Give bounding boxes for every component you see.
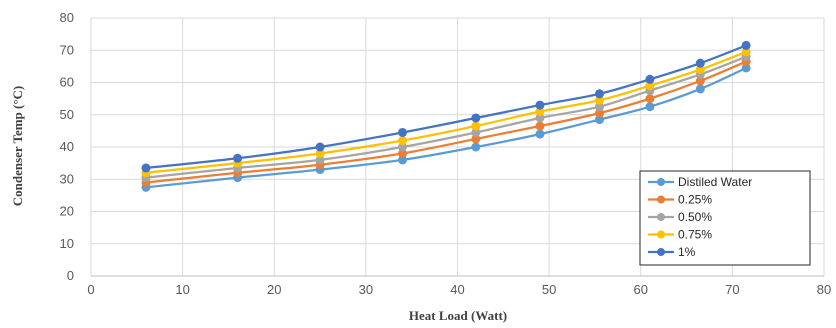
data-point bbox=[471, 113, 481, 123]
y-tick-label: 0 bbox=[67, 268, 74, 283]
data-point bbox=[595, 115, 605, 125]
legend: Distiled Water 0.25% 0.50% 0.75% 1% bbox=[639, 170, 811, 266]
data-point bbox=[398, 142, 408, 152]
legend-box bbox=[639, 170, 811, 266]
series-line bbox=[145, 66, 747, 189]
data-point bbox=[315, 155, 325, 165]
legend-item: Distiled Water bbox=[648, 175, 752, 189]
series-4 bbox=[141, 40, 751, 173]
y-tick-label: 80 bbox=[60, 10, 74, 25]
data-point bbox=[645, 81, 655, 91]
data-point bbox=[645, 94, 655, 104]
series-lines bbox=[141, 40, 751, 192]
data-point bbox=[595, 108, 605, 118]
legend-marker bbox=[657, 248, 665, 256]
data-point bbox=[595, 102, 605, 112]
data-point bbox=[471, 134, 481, 144]
data-point bbox=[141, 163, 151, 173]
data-point bbox=[695, 65, 705, 75]
x-tick-label: 80 bbox=[817, 282, 831, 297]
legend-item: 1% bbox=[648, 245, 696, 259]
y-tick-label: 20 bbox=[60, 204, 74, 219]
data-point bbox=[741, 47, 751, 57]
data-point bbox=[233, 153, 243, 163]
legend-label: 0.75% bbox=[678, 228, 712, 242]
y-tick-label: 30 bbox=[60, 171, 74, 186]
y-axis-title: Condenser Temp (°C) bbox=[10, 86, 25, 207]
data-point bbox=[535, 129, 545, 139]
data-point bbox=[398, 127, 408, 137]
data-point bbox=[398, 148, 408, 158]
legend-label: 1% bbox=[678, 245, 696, 259]
legend-item: 0.75% bbox=[648, 228, 712, 242]
x-tick-label: 10 bbox=[175, 282, 189, 297]
data-point bbox=[398, 136, 408, 146]
legend-marker bbox=[657, 230, 665, 239]
data-point bbox=[695, 58, 705, 68]
series-line bbox=[145, 44, 747, 170]
series-line bbox=[145, 50, 747, 174]
data-point bbox=[595, 89, 605, 99]
y-tick-label: 40 bbox=[60, 139, 74, 154]
legend-label: 0.50% bbox=[678, 210, 712, 224]
y-tick-label: 50 bbox=[60, 107, 74, 122]
y-tick-label: 60 bbox=[60, 75, 74, 90]
series-1 bbox=[141, 57, 751, 187]
data-point bbox=[535, 100, 545, 110]
data-point bbox=[741, 40, 751, 50]
legend-marker bbox=[657, 213, 665, 221]
series-line bbox=[145, 60, 747, 184]
data-point bbox=[398, 155, 408, 165]
data-point bbox=[535, 107, 545, 117]
legend-marker bbox=[657, 178, 665, 186]
x-tick-label: 50 bbox=[542, 282, 556, 297]
y-tick-label: 10 bbox=[60, 236, 74, 251]
legend-label: Distiled Water bbox=[678, 175, 752, 189]
x-tick-label: 70 bbox=[725, 282, 739, 297]
data-point bbox=[645, 74, 655, 84]
x-tick-label: 20 bbox=[267, 282, 281, 297]
x-axis-title: Heat Load (Watt) bbox=[409, 308, 507, 323]
data-point bbox=[471, 121, 481, 131]
legend-marker bbox=[657, 195, 665, 204]
x-tick-label: 0 bbox=[87, 282, 94, 297]
y-tick-label: 70 bbox=[60, 42, 74, 57]
legend-item: 0.50% bbox=[648, 210, 712, 224]
data-point bbox=[471, 127, 481, 137]
data-point bbox=[645, 102, 655, 112]
x-tick-label: 60 bbox=[634, 282, 648, 297]
data-point bbox=[315, 148, 325, 158]
data-point bbox=[471, 142, 481, 152]
data-point bbox=[695, 76, 705, 86]
axes: 0 10 20 30 40 50 60 70 80 0 10 20 30 40 50 60 70 80 bbox=[60, 10, 832, 297]
data-point bbox=[315, 142, 325, 152]
x-tick-label: 30 bbox=[359, 282, 373, 297]
data-point bbox=[595, 95, 605, 105]
data-point bbox=[535, 113, 545, 123]
data-point bbox=[695, 84, 705, 94]
x-tick-label: 40 bbox=[450, 282, 464, 297]
data-point bbox=[741, 63, 751, 73]
series-line bbox=[145, 55, 747, 179]
legend-item: 0.25% bbox=[648, 193, 712, 207]
legend-label: 0.25% bbox=[678, 193, 712, 207]
data-point bbox=[535, 121, 545, 131]
